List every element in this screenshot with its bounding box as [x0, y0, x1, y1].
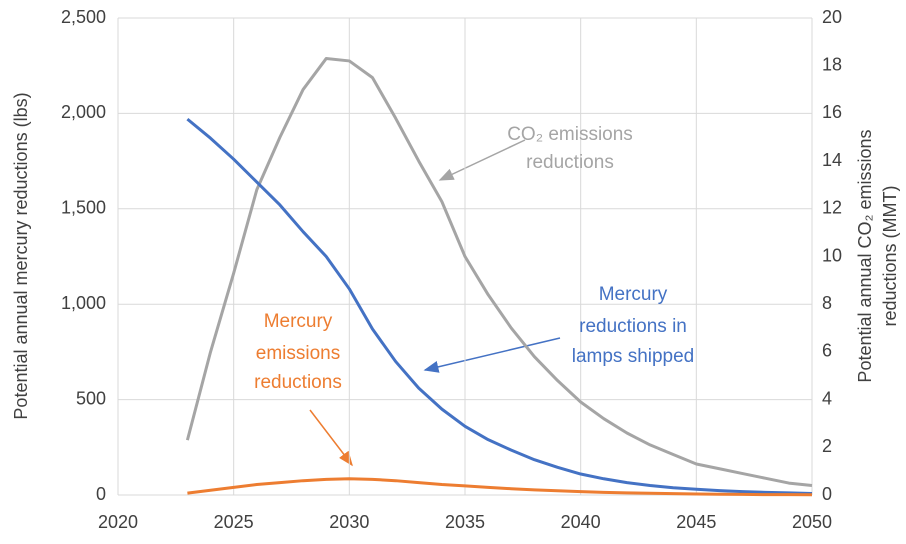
x-tick-label: 2040	[561, 512, 601, 532]
series-label: emissions	[256, 343, 340, 364]
annotation-arrow	[423, 337, 561, 373]
y2-tick-label: 4	[822, 388, 832, 408]
y2-tick-label: 14	[822, 150, 842, 170]
x-tick-label: 2045	[676, 512, 716, 532]
annotation-arrow	[309, 409, 353, 467]
y-tick-label: 500	[76, 388, 106, 408]
y2-tick-label: 16	[822, 102, 842, 122]
x-tick-label: 2020	[98, 512, 138, 532]
y2-tick-label: 6	[822, 341, 832, 361]
y-axis-label: Potential annual mercury reductions (lbs…	[11, 92, 31, 419]
y2-axis-label: reductions (MMT)	[880, 185, 900, 326]
annotation-arrow	[438, 139, 526, 181]
y2-tick-label: 0	[822, 484, 832, 504]
line	[187, 477, 813, 497]
series-label: lamps shipped	[572, 346, 695, 367]
x-tick-label: 2050	[792, 512, 832, 532]
y2-tick-label: 12	[822, 198, 842, 218]
y-tick-label: 1,500	[61, 198, 106, 218]
series-label: Mercury	[264, 311, 333, 332]
series-label: reductions	[254, 372, 342, 393]
y2-tick-label: 8	[822, 293, 832, 313]
series-label: reductions	[526, 152, 614, 173]
x-tick-label: 2030	[329, 512, 369, 532]
y-tick-label: 2,000	[61, 102, 106, 122]
y2-tick-label: 10	[822, 245, 842, 265]
line	[185, 57, 813, 487]
line	[186, 117, 813, 495]
series-label: Mercury	[599, 284, 668, 305]
series-label: reductions in	[579, 316, 687, 337]
y2-tick-label: 2	[822, 436, 832, 456]
y2-tick-label: 18	[822, 54, 842, 74]
series-label: CO₂ emissions	[507, 124, 633, 145]
y-tick-label: 1,000	[61, 293, 106, 313]
y-tick-label: 0	[96, 484, 106, 504]
x-tick-label: 2025	[214, 512, 254, 532]
x-tick-label: 2035	[445, 512, 485, 532]
y2-axis-label: Potential annual CO₂ emissions	[855, 129, 875, 382]
y-tick-label: 2,500	[61, 7, 106, 27]
y2-tick-label: 20	[822, 7, 842, 27]
